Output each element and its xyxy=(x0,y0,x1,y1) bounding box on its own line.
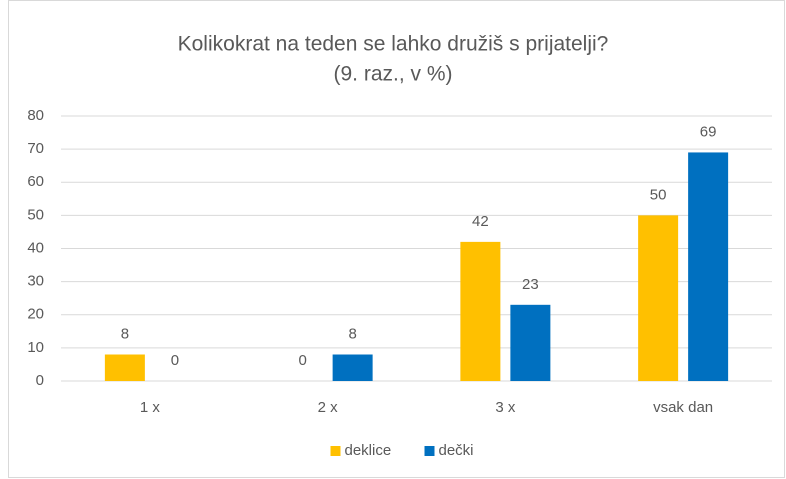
y-tick-label: 80 xyxy=(27,107,44,124)
y-tick-label: 50 xyxy=(27,206,44,223)
legend-label: dečki xyxy=(439,442,474,459)
legend-swatch xyxy=(424,446,435,456)
data-label: 42 xyxy=(472,213,489,230)
y-tick-label: 0 xyxy=(36,372,44,389)
chart-title: Kolikokrat na teden se lahko družiš s pr… xyxy=(178,33,609,56)
data-label: 8 xyxy=(348,325,356,342)
legend-swatch xyxy=(330,446,341,456)
data-label: 0 xyxy=(171,352,179,369)
chart-subtitle: (9. raz., v %) xyxy=(333,63,452,86)
legend-label: deklice xyxy=(345,442,392,459)
data-label: 0 xyxy=(298,352,306,369)
data-label: 23 xyxy=(522,276,539,293)
bar xyxy=(332,354,373,381)
x-tick-label: 2 x xyxy=(318,399,339,416)
y-tick-label: 60 xyxy=(27,173,44,190)
x-tick-label: vsak dan xyxy=(653,399,713,416)
x-tick-label: 3 x xyxy=(495,399,516,416)
data-label: 69 xyxy=(700,123,717,140)
data-label: 50 xyxy=(650,186,667,203)
bar xyxy=(510,304,551,381)
y-tick-label: 70 xyxy=(27,140,44,157)
data-label: 8 xyxy=(121,325,129,342)
bar xyxy=(638,215,679,381)
bar xyxy=(460,241,501,381)
bar xyxy=(688,152,729,381)
bar xyxy=(104,354,145,381)
y-tick-label: 30 xyxy=(27,273,44,290)
y-tick-label: 10 xyxy=(27,339,44,356)
x-tick-label: 1 x xyxy=(140,399,161,416)
y-tick-label: 20 xyxy=(27,306,44,323)
y-tick-label: 40 xyxy=(27,239,44,256)
